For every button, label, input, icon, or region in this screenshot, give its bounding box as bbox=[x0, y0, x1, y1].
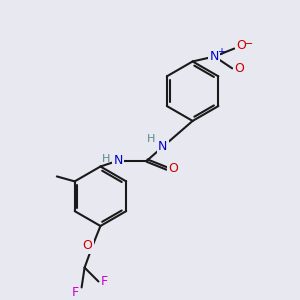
Text: H: H bbox=[147, 134, 155, 144]
Text: N: N bbox=[158, 140, 168, 153]
Text: H: H bbox=[102, 154, 111, 164]
Text: +: + bbox=[218, 46, 225, 56]
Text: F: F bbox=[101, 275, 108, 288]
Text: N: N bbox=[114, 154, 123, 167]
Text: −: − bbox=[243, 39, 253, 49]
Text: O: O bbox=[234, 62, 244, 75]
Text: F: F bbox=[72, 286, 79, 299]
Text: O: O bbox=[236, 39, 246, 52]
Text: N: N bbox=[210, 50, 219, 63]
Text: O: O bbox=[168, 162, 178, 175]
Text: O: O bbox=[82, 239, 92, 252]
